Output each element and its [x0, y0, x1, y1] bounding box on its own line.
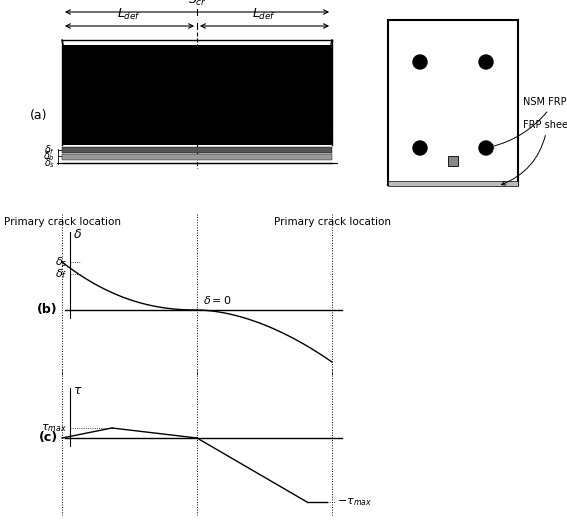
Text: NSM FRP bar: NSM FRP bar	[490, 97, 567, 148]
Text: $\delta=0$: $\delta=0$	[203, 294, 232, 306]
Text: $L_{def}$: $L_{def}$	[252, 7, 277, 22]
Circle shape	[479, 141, 493, 155]
Text: (a): (a)	[29, 108, 47, 122]
Text: $\delta$: $\delta$	[73, 228, 82, 241]
Text: Primary crack: Primary crack	[83, 90, 199, 134]
Bar	[62, 154, 332, 160]
Circle shape	[413, 141, 427, 155]
Text: $L_{def}$: $L_{def}$	[117, 7, 142, 22]
Text: Primary crack location: Primary crack location	[273, 217, 391, 227]
Text: $-\tau_{max}$: $-\tau_{max}$	[337, 496, 372, 508]
Text: (c): (c)	[39, 431, 58, 444]
Text: $\delta_s$: $\delta_s$	[56, 255, 68, 269]
Text: FRP sheet: FRP sheet	[502, 120, 567, 185]
Text: $\delta_s$: $\delta_s$	[44, 156, 55, 170]
Bar	[448, 156, 458, 166]
Text: $\tau$: $\tau$	[73, 385, 83, 398]
Bar	[388, 181, 518, 186]
Text: $\delta_f$: $\delta_f$	[56, 267, 68, 281]
Bar	[62, 45, 332, 145]
Text: $\theta$: $\theta$	[307, 115, 317, 129]
Text: $\tau_{max}$: $\tau_{max}$	[41, 422, 67, 434]
Circle shape	[479, 55, 493, 69]
Text: (b): (b)	[37, 304, 58, 317]
Text: $S_{cr}$: $S_{cr}$	[188, 0, 206, 8]
Text: Primary crack location: Primary crack location	[3, 217, 121, 227]
Text: Primary crack: Primary crack	[212, 90, 311, 133]
Bar	[62, 147, 332, 153]
Text: $\theta$: $\theta$	[81, 115, 90, 129]
Text: $\delta_b$: $\delta_b$	[43, 149, 55, 163]
Text: $\delta_f$: $\delta_f$	[44, 143, 55, 157]
Circle shape	[413, 55, 427, 69]
